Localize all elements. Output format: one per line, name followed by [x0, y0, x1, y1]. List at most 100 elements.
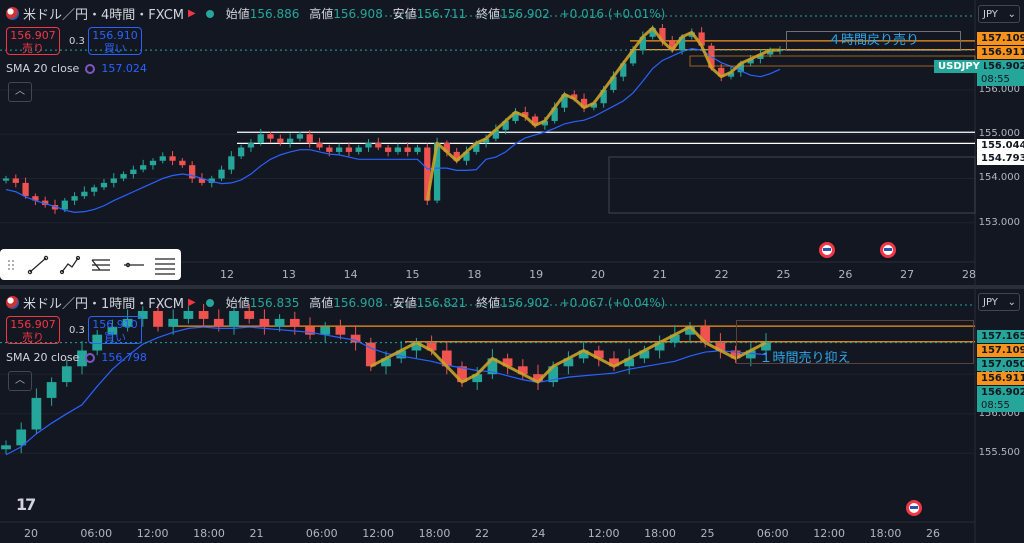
price-tag: 157.050	[977, 358, 1024, 371]
candle	[198, 178, 206, 183]
buy-button[interactable]: 156.910 買い	[88, 27, 142, 55]
candle	[355, 147, 362, 152]
legend-header-1h: 米ドル／円・1時間・FXCM ▶ 始値156.835 高値156.908 安値1…	[6, 293, 665, 312]
candle	[757, 54, 764, 59]
time-tag: 08:55	[977, 399, 1024, 412]
candle	[678, 36, 686, 51]
time-tick: 19	[529, 268, 544, 281]
candle	[747, 58, 754, 64]
sell-button[interactable]: 156.907 売り	[6, 27, 60, 55]
candle	[394, 147, 402, 152]
time-tick: 25	[776, 268, 791, 281]
time-tick: 13	[281, 268, 296, 281]
candle	[745, 350, 756, 359]
candle	[257, 134, 264, 144]
alarm-icon: ▶	[188, 8, 196, 19]
candle	[580, 98, 588, 108]
candle	[487, 358, 498, 375]
sma-legend[interactable]: SMA 20 close 156.798	[6, 351, 147, 364]
economic-event-icon-band	[884, 248, 892, 251]
ohlc-values: 始値156.886 高値156.908 安値156.711 終値156.902 …	[225, 7, 666, 21]
symbol-title[interactable]: 米ドル／円・4時間・FXCM	[23, 8, 185, 23]
candle	[238, 147, 245, 157]
collapse-legend-button[interactable]: ︿	[8, 371, 32, 391]
time-tick: 15	[405, 268, 420, 281]
candle	[600, 89, 607, 104]
candle	[441, 350, 452, 367]
chart-pane-1h[interactable]: 米ドル／円・1時間・FXCM ▶ 始値156.835 高値156.908 安値1…	[0, 289, 1024, 543]
time-tick: 22	[714, 268, 729, 281]
candle	[32, 196, 39, 201]
candle	[593, 350, 604, 359]
price-tag: 157.109	[977, 32, 1024, 45]
price-tick: 155.000	[978, 128, 1020, 140]
candle	[12, 178, 19, 183]
candle	[453, 151, 460, 161]
price-tick: 153.000	[978, 216, 1020, 228]
time-tick: 14	[343, 268, 358, 281]
legend-header-4h: 米ドル／円・4時間・FXCM ▶ 始値156.886 高値156.908 安値1…	[6, 4, 665, 23]
annotation-box-1h[interactable]	[736, 320, 974, 364]
candle	[512, 112, 519, 121]
market-open-icon	[205, 298, 214, 307]
chart-pane-4h[interactable]: 米ドル／円・4時間・FXCM ▶ 始値156.886 高値156.908 安値1…	[0, 0, 1024, 285]
time-tick: 12:00	[136, 527, 169, 540]
candle	[130, 169, 137, 175]
time-tick: 12	[220, 268, 234, 281]
currency-select[interactable]: JPY ⌄	[978, 5, 1020, 23]
symbol-tag: USDJPY	[934, 60, 984, 73]
candle	[433, 143, 441, 201]
candle	[274, 318, 285, 327]
time-tick: 28	[962, 268, 976, 281]
sma-settings-icon[interactable]	[85, 352, 96, 363]
candle	[517, 366, 528, 375]
sell-button[interactable]: 156.907 売り	[6, 316, 60, 344]
drawing-toolbar[interactable]	[0, 249, 181, 280]
sma-label: SMA 20 close	[6, 351, 80, 364]
currency-select[interactable]: JPY ⌄	[978, 293, 1020, 311]
candle	[698, 32, 705, 46]
sma-settings-icon[interactable]	[85, 63, 96, 74]
candle	[296, 134, 304, 139]
drawing-toolbar-icons	[8, 255, 175, 275]
us-flag-icon	[6, 296, 19, 309]
candle	[169, 156, 176, 161]
candle	[472, 374, 483, 383]
sma-line	[5, 326, 767, 456]
candle	[730, 350, 741, 359]
candle	[183, 311, 194, 319]
symbol-title[interactable]: 米ドル／円・1時間・FXCM	[23, 297, 185, 312]
candle	[22, 182, 29, 197]
candle	[61, 366, 72, 383]
candle	[463, 151, 470, 161]
candle	[718, 67, 725, 77]
price-chart-1h[interactable]	[0, 289, 1024, 543]
buy-button[interactable]: 156.910 買い	[88, 316, 142, 344]
price-tick: 156.000	[978, 407, 1020, 419]
time-tick: 26	[926, 527, 940, 540]
candle	[375, 143, 382, 148]
candle	[404, 147, 411, 152]
annotation-1h: １時間売り抑え	[759, 351, 851, 366]
price-tag: 157.109	[977, 344, 1024, 357]
candle	[727, 72, 735, 77]
candle	[247, 143, 255, 148]
collapse-legend-button[interactable]: ︿	[8, 82, 32, 102]
annotation-4h[interactable]: ４時間戻り売り	[786, 31, 961, 51]
time-tick: 21	[249, 527, 264, 540]
sma-label: SMA 20 close	[6, 62, 80, 75]
zone-rect	[608, 156, 976, 214]
sma-legend[interactable]: SMA 20 close 157.024	[6, 62, 147, 75]
candle	[384, 147, 392, 152]
candle	[610, 76, 617, 90]
candle	[213, 318, 224, 327]
candle	[149, 160, 157, 166]
candle	[16, 429, 27, 446]
candle	[715, 342, 726, 351]
candle	[502, 358, 513, 367]
pane-separator[interactable]	[0, 285, 1024, 289]
candle	[639, 36, 646, 51]
time-tag: 08:55	[977, 73, 1024, 86]
candle	[639, 350, 650, 359]
candle	[609, 358, 619, 367]
